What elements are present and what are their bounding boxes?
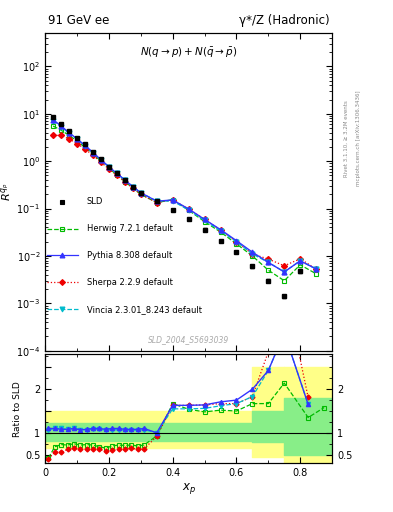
Text: $N(q \rightarrow p)+N(\bar{q} \rightarrow \bar{p})$: $N(q \rightarrow p)+N(\bar{q} \rightarro… [140,46,237,60]
Text: Rivet 3.1.10, ≥ 3.2M events: Rivet 3.1.10, ≥ 3.2M events [344,100,349,177]
Text: Pythia 8.308 default: Pythia 8.308 default [87,251,172,260]
Y-axis label: Ratio to SLD: Ratio to SLD [13,381,22,437]
Text: mcplots.cern.ch [arXiv:1306.3436]: mcplots.cern.ch [arXiv:1306.3436] [356,91,361,186]
Y-axis label: $R^{q_p}$: $R^{q_p}$ [0,183,13,201]
Text: SLD: SLD [87,197,103,206]
Text: Vincia 2.3.01_8.243 default: Vincia 2.3.01_8.243 default [87,305,202,314]
Text: γ*/Z (Hadronic): γ*/Z (Hadronic) [239,14,329,27]
Text: Herwig 7.2.1 default: Herwig 7.2.1 default [87,224,173,233]
Text: 91 GeV ee: 91 GeV ee [48,14,109,27]
Text: SLD_2004_S5693039: SLD_2004_S5693039 [148,335,229,345]
X-axis label: $x_p$: $x_p$ [182,481,196,496]
Text: Sherpa 2.2.9 default: Sherpa 2.2.9 default [87,278,173,287]
